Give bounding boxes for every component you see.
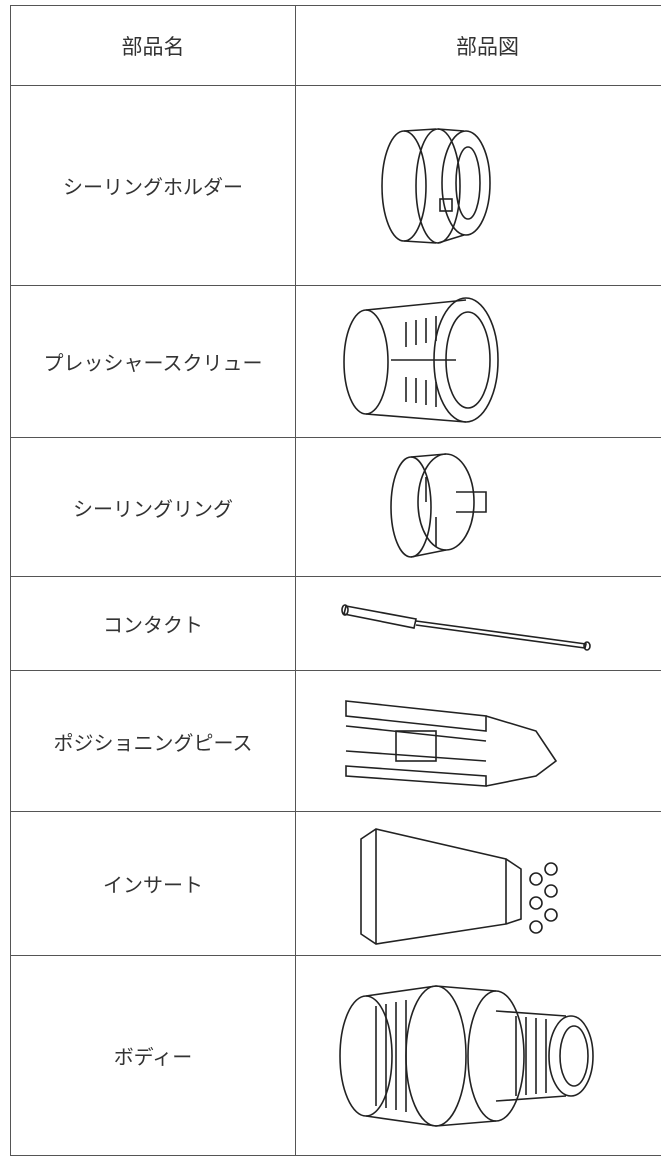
part-name: シーリングリング <box>10 437 296 577</box>
part-drawing <box>381 127 491 244</box>
part-drawing <box>341 603 591 651</box>
part-name: シーリングホルダー <box>10 85 296 286</box>
parts-table: 部品名 部品図 シーリングホルダー プレッシャースクリュー シーリングリング <box>10 5 661 1156</box>
part-name: コンタクト <box>10 576 296 671</box>
header-cell: 部品名 <box>10 5 296 86</box>
part-image-cell <box>295 955 661 1156</box>
part-drawing <box>345 700 558 787</box>
part-name: プレッシャースクリュー <box>10 285 296 438</box>
part-image-cell <box>295 811 661 956</box>
part-drawing <box>390 453 487 558</box>
part-name: ボディー <box>10 955 296 1156</box>
header-row: 部品名 部品図 <box>10 5 661 86</box>
part-image-cell <box>295 437 661 577</box>
part-image-cell <box>295 285 661 438</box>
part-image-cell <box>295 576 661 671</box>
header-cell: 部品図 <box>295 5 661 86</box>
part-drawing <box>339 984 594 1127</box>
part-image-cell <box>295 670 661 812</box>
part-drawing <box>360 827 558 945</box>
part-drawing <box>343 296 499 423</box>
part-name: インサート <box>10 811 296 956</box>
part-image-cell <box>295 85 661 286</box>
part-name: ポジショニングピース <box>10 670 296 812</box>
